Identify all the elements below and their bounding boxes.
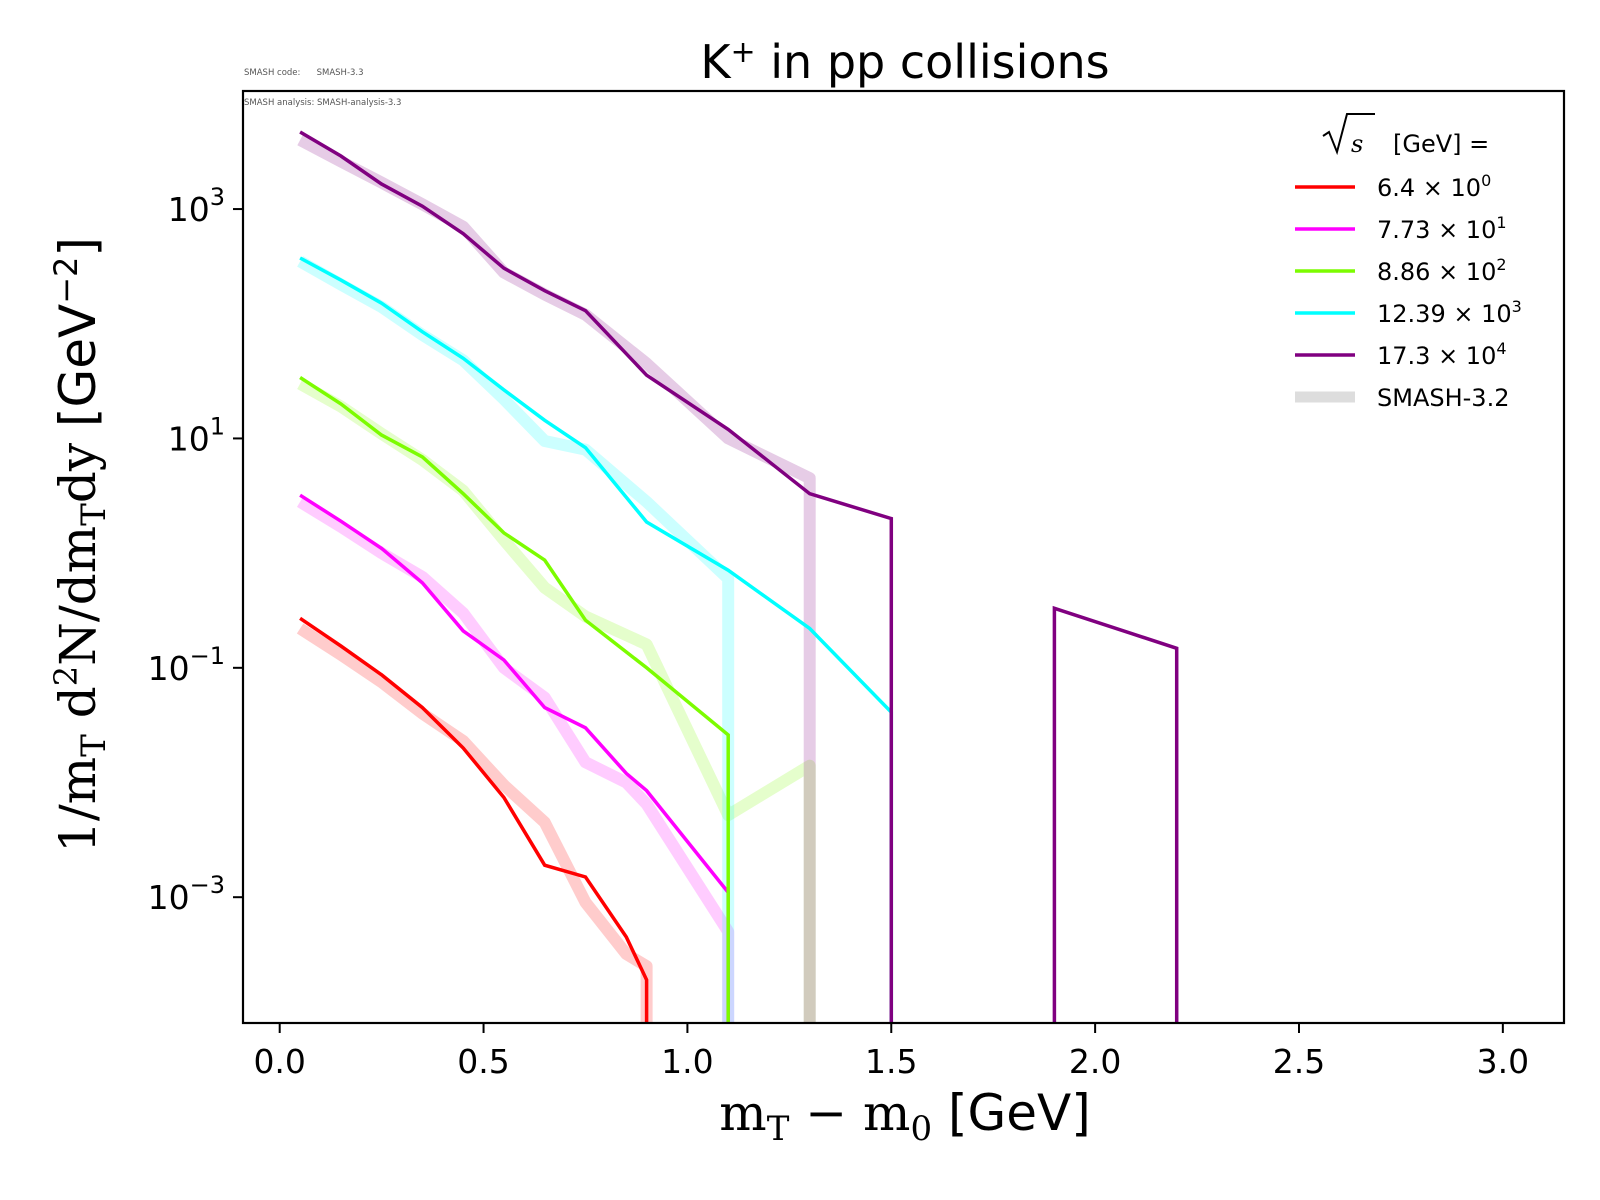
axes-frame: [241, 89, 1566, 1025]
legend-label: 8.86 × 102: [1377, 255, 1507, 286]
x-tick-label: 0.5: [457, 1042, 509, 1081]
legend-label: 12.39 × 103: [1377, 297, 1522, 328]
y-tick-label: 101: [168, 412, 225, 458]
y-axis-label: 1/mT d2N/dmTdy [GeV−2]: [47, 237, 114, 853]
reference-line-series-3: [297, 256, 735, 1023]
legend-title-symbol: s: [1351, 130, 1363, 158]
legend-title: [GeV] =: [1393, 130, 1489, 158]
series-line-1: [299, 493, 730, 1023]
x-tick-label: 1.0: [661, 1042, 713, 1081]
y-axis: 103 101 10−1 10−3: [148, 183, 243, 917]
x-axis-label: mT − m0 [GeV]: [719, 1084, 1090, 1149]
main-series-layer: [299, 130, 1179, 1023]
x-tick-label: 1.5: [865, 1042, 917, 1081]
x-tick-label: 2.5: [1273, 1042, 1325, 1081]
legend-label: 17.3 × 104: [1377, 339, 1507, 370]
chart-title: K+ in pp collisions: [700, 35, 1109, 89]
x-tick-label: 3.0: [1477, 1042, 1529, 1081]
y-tick-label: 10−1: [148, 642, 225, 688]
reference-line-series-0: [296, 623, 653, 1023]
reference-line-series-1: [296, 496, 735, 1023]
y-tick-label: 10−3: [148, 871, 225, 917]
series-line-2: [299, 376, 730, 1023]
y-tick-label: 103: [168, 183, 225, 229]
x-tick-label: 2.0: [1069, 1042, 1121, 1081]
legend: s [GeV] = 6.4 × 100 7.73 × 101 8.86 × 102 12.…: [1295, 113, 1522, 412]
series-line-4-segment-1: [1052, 605, 1179, 1023]
sqrt-icon: [1322, 113, 1375, 156]
smash-code-version: SMASH code: SMASH-3.3: [244, 68, 364, 78]
smash-analysis-version: SMASH analysis: SMASH-analysis-3.3: [244, 98, 402, 108]
reference-series-layer: [296, 134, 816, 1023]
x-axis: 0.0 0.5 1.0 1.5 2.0 2.5 3.0: [253, 1023, 1529, 1081]
smash-version-info: SMASH code: SMASH-3.3 SMASH analysis: SM…: [244, 48, 401, 118]
legend-label: 7.73 × 101: [1377, 213, 1507, 244]
series-line-0: [299, 616, 649, 1023]
legend-label: SMASH-3.2: [1377, 384, 1509, 412]
x-tick-label: 0.0: [253, 1042, 305, 1081]
series-line-4-segment-0: [299, 130, 894, 1023]
series-line-3: [299, 256, 894, 1023]
legend-label: 6.4 × 100: [1377, 171, 1491, 202]
